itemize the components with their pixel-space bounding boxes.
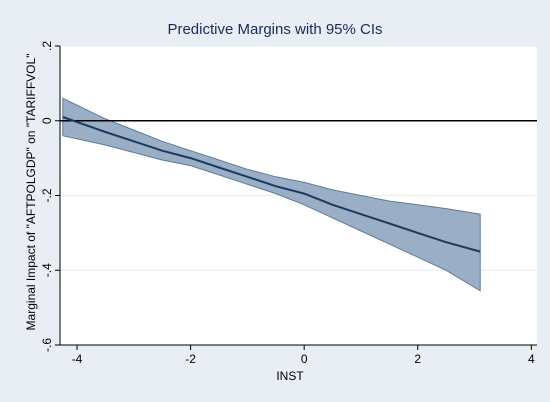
estimate-line	[62, 116, 481, 253]
series-lines	[62, 116, 481, 253]
y-axis-ticks: .2 0 -.2 -.4 -.6	[40, 41, 60, 352]
y-tick-label: .2	[40, 41, 54, 51]
y-tick-label: -.2	[40, 188, 54, 202]
chart-title: Predictive Margins with 95% CIs	[167, 21, 382, 38]
y-tick-label: -.4	[40, 263, 54, 277]
y-tick-label: -.6	[40, 338, 54, 352]
x-tick-label: -2	[185, 352, 196, 366]
x-tick-label: 4	[528, 352, 535, 366]
x-axis-title: INST	[276, 369, 304, 383]
ci-band-area	[62, 97, 481, 292]
confidence-band	[62, 97, 481, 292]
x-axis-ticks: -4 -2 0 2 4	[72, 345, 535, 366]
x-tick-label: 2	[414, 352, 421, 366]
y-axis-title: Marginal Impact of "AFTPOLGDP" on "TARIF…	[24, 54, 38, 331]
y-tick-label: 0	[40, 117, 54, 124]
x-tick-label: 0	[301, 352, 308, 366]
x-tick-label: -4	[72, 352, 83, 366]
